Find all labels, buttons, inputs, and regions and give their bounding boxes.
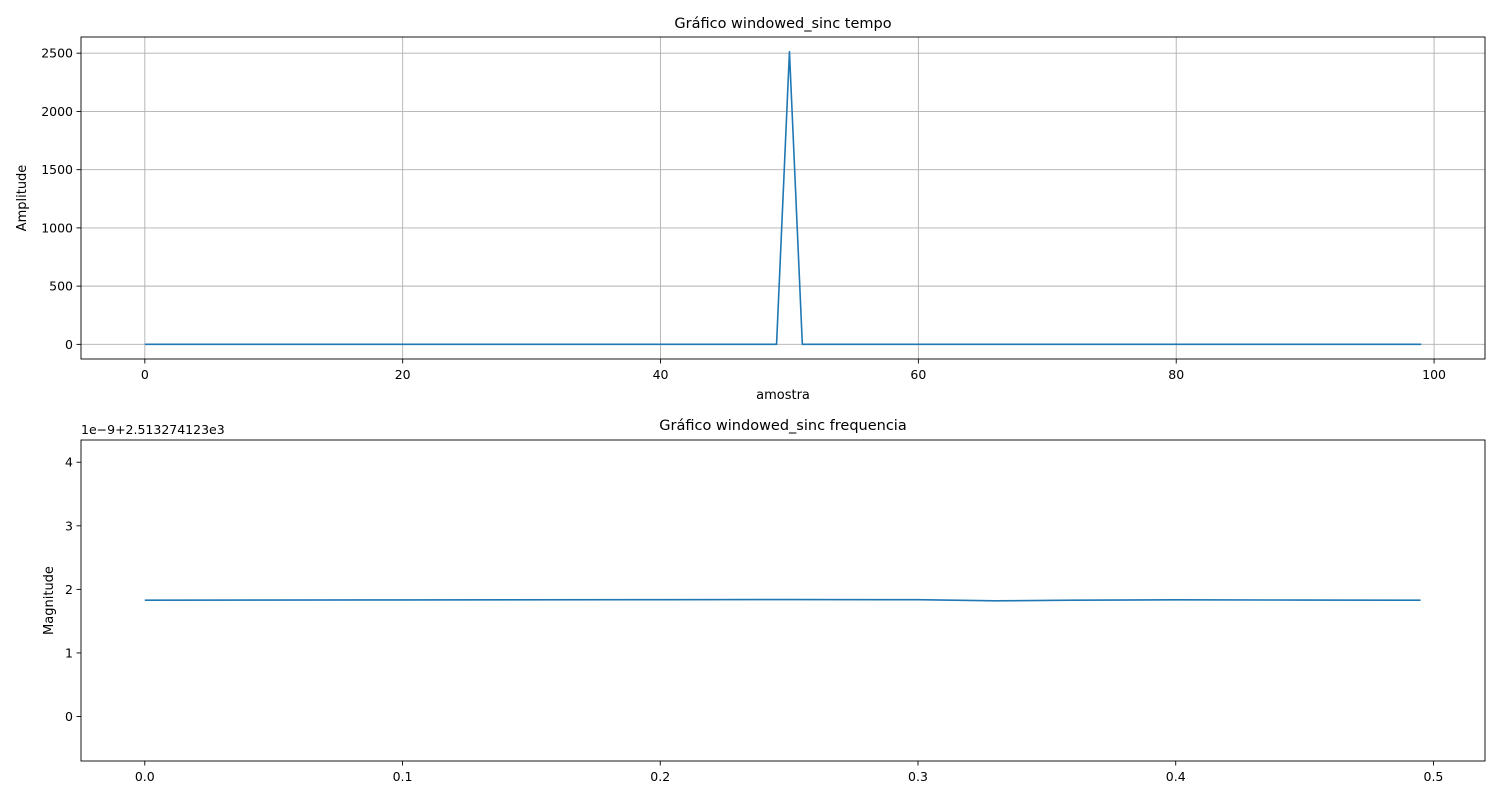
x-tick-label: 40: [653, 367, 669, 382]
x-tick-label: 80: [1168, 367, 1184, 382]
x-tick-label: 60: [910, 367, 926, 382]
y-tick-label: 2: [65, 582, 73, 597]
chart-title: Gráfico windowed_sinc frequencia: [659, 418, 906, 434]
y-tick-label: 0: [65, 337, 73, 352]
x-tick-label: 0.2: [650, 769, 670, 784]
y-tick-label: 0: [65, 709, 73, 724]
y-axis-label: Magnitude: [42, 566, 57, 635]
x-axis-label: amostra: [756, 388, 810, 403]
frequency-domain-chart: 0.0 0.1 0.2 0.3 0.4 0.5 0 1 2 3 4 Gráfico windowed_…: [42, 418, 1486, 784]
y-tick-label: 1500: [41, 162, 73, 177]
y-axis-label: Amplitude: [15, 165, 30, 232]
x-tick-label: 0.1: [393, 769, 413, 784]
y-tick-label: 500: [49, 279, 73, 294]
y-tick-label: 3: [65, 518, 73, 533]
x-tick-label: 0: [141, 367, 149, 382]
plot-frame: [80, 439, 1486, 762]
y-tick-label: 1000: [41, 220, 73, 235]
x-tick-label: 100: [1422, 367, 1446, 382]
x-tick-label: 20: [395, 367, 411, 382]
y-tick-label: 1: [65, 645, 73, 660]
series-line: [144, 50, 1422, 346]
x-tick-label: 0.4: [1166, 769, 1186, 784]
chart-title: Gráfico windowed_sinc tempo: [674, 16, 891, 32]
time-domain-chart: 0 20 40 60 80 10005001000150020002500Gráfico …: [15, 16, 1486, 403]
y-tick-label: 2500: [41, 46, 73, 61]
x-tick-label: 0.0: [135, 769, 155, 784]
plot-frame: [80, 36, 1486, 360]
y-tick-label: 4: [65, 455, 73, 470]
y-offset-text: 1e−9+2.513274123e3: [81, 422, 225, 437]
x-tick-label: 0.3: [908, 769, 928, 784]
series-line: [144, 598, 1421, 602]
x-tick-label: 0.5: [1424, 769, 1444, 784]
y-tick-label: 2000: [41, 104, 73, 119]
